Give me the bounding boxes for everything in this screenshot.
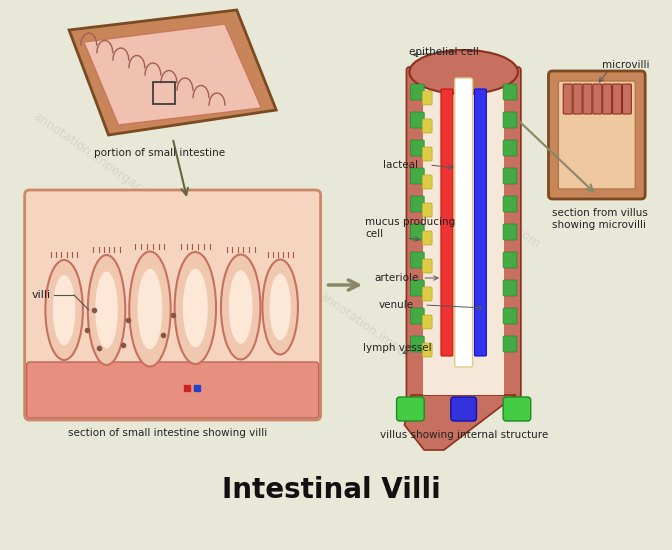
FancyBboxPatch shape: [422, 147, 432, 161]
FancyBboxPatch shape: [563, 84, 572, 114]
FancyBboxPatch shape: [411, 308, 424, 324]
Text: annotation.impergar.com: annotation.impergar.com: [79, 210, 216, 311]
Text: epithelial cell: epithelial cell: [409, 47, 479, 57]
FancyBboxPatch shape: [548, 71, 645, 199]
Text: portion of small intestine: portion of small intestine: [93, 148, 225, 158]
Ellipse shape: [129, 251, 171, 366]
FancyBboxPatch shape: [503, 112, 517, 128]
FancyBboxPatch shape: [411, 168, 424, 184]
FancyBboxPatch shape: [501, 67, 521, 398]
FancyBboxPatch shape: [423, 70, 504, 395]
Bar: [153, 82, 175, 104]
FancyBboxPatch shape: [603, 84, 612, 114]
FancyBboxPatch shape: [411, 252, 424, 268]
Ellipse shape: [88, 255, 125, 365]
Text: section from villus
showing microvilli: section from villus showing microvilli: [552, 208, 648, 229]
FancyBboxPatch shape: [422, 315, 432, 329]
FancyBboxPatch shape: [411, 84, 424, 100]
Ellipse shape: [138, 269, 163, 349]
FancyBboxPatch shape: [503, 336, 517, 352]
Ellipse shape: [221, 255, 261, 360]
Text: section of small intestine showing villi: section of small intestine showing villi: [68, 428, 267, 438]
FancyBboxPatch shape: [503, 168, 517, 184]
FancyBboxPatch shape: [422, 231, 432, 245]
FancyBboxPatch shape: [558, 81, 635, 189]
Ellipse shape: [262, 260, 298, 355]
Text: lacteal: lacteal: [383, 160, 418, 170]
FancyBboxPatch shape: [422, 175, 432, 189]
FancyBboxPatch shape: [503, 140, 517, 156]
FancyBboxPatch shape: [411, 196, 424, 212]
FancyBboxPatch shape: [455, 78, 472, 367]
FancyBboxPatch shape: [573, 84, 582, 114]
FancyBboxPatch shape: [593, 84, 601, 114]
Text: villi: villi: [32, 290, 50, 300]
FancyBboxPatch shape: [396, 397, 424, 421]
Ellipse shape: [269, 274, 291, 340]
Polygon shape: [84, 24, 261, 125]
FancyBboxPatch shape: [474, 89, 487, 356]
FancyBboxPatch shape: [422, 91, 432, 105]
FancyBboxPatch shape: [422, 343, 432, 357]
FancyBboxPatch shape: [503, 224, 517, 240]
FancyBboxPatch shape: [503, 252, 517, 268]
Text: Intestinal Villi: Intestinal Villi: [222, 476, 441, 504]
Text: annotation.impergar.com: annotation.impergar.com: [405, 149, 542, 251]
FancyBboxPatch shape: [503, 308, 517, 324]
Polygon shape: [69, 10, 276, 135]
FancyBboxPatch shape: [411, 336, 424, 352]
Ellipse shape: [46, 260, 83, 360]
Ellipse shape: [95, 272, 118, 349]
Text: microvilli: microvilli: [601, 60, 649, 70]
Text: annotation.impergar.com: annotation.impergar.com: [30, 109, 167, 211]
FancyBboxPatch shape: [503, 397, 531, 421]
Text: venule: venule: [379, 300, 414, 310]
FancyBboxPatch shape: [422, 119, 432, 133]
FancyBboxPatch shape: [583, 84, 592, 114]
FancyBboxPatch shape: [422, 203, 432, 217]
FancyBboxPatch shape: [622, 84, 632, 114]
FancyBboxPatch shape: [613, 84, 622, 114]
FancyBboxPatch shape: [422, 259, 432, 273]
FancyBboxPatch shape: [503, 280, 517, 296]
FancyBboxPatch shape: [451, 397, 476, 421]
Ellipse shape: [409, 50, 518, 94]
FancyBboxPatch shape: [407, 67, 426, 398]
Polygon shape: [405, 395, 516, 450]
Text: arteriole: arteriole: [375, 273, 419, 283]
Text: annotation.impergar.com: annotation.impergar.com: [317, 289, 454, 390]
Ellipse shape: [183, 269, 208, 347]
FancyBboxPatch shape: [411, 224, 424, 240]
FancyBboxPatch shape: [25, 190, 321, 420]
Ellipse shape: [53, 275, 75, 345]
Text: mucus producing
cell: mucus producing cell: [365, 217, 455, 239]
FancyBboxPatch shape: [422, 287, 432, 301]
FancyBboxPatch shape: [27, 362, 319, 418]
FancyBboxPatch shape: [411, 112, 424, 128]
FancyBboxPatch shape: [503, 84, 517, 100]
Text: villus showing internal structure: villus showing internal structure: [380, 430, 548, 440]
FancyBboxPatch shape: [503, 196, 517, 212]
Text: lymph vessel: lymph vessel: [363, 343, 431, 353]
FancyBboxPatch shape: [441, 89, 453, 356]
Ellipse shape: [175, 252, 216, 364]
Ellipse shape: [229, 270, 253, 344]
FancyBboxPatch shape: [411, 140, 424, 156]
FancyBboxPatch shape: [411, 280, 424, 296]
